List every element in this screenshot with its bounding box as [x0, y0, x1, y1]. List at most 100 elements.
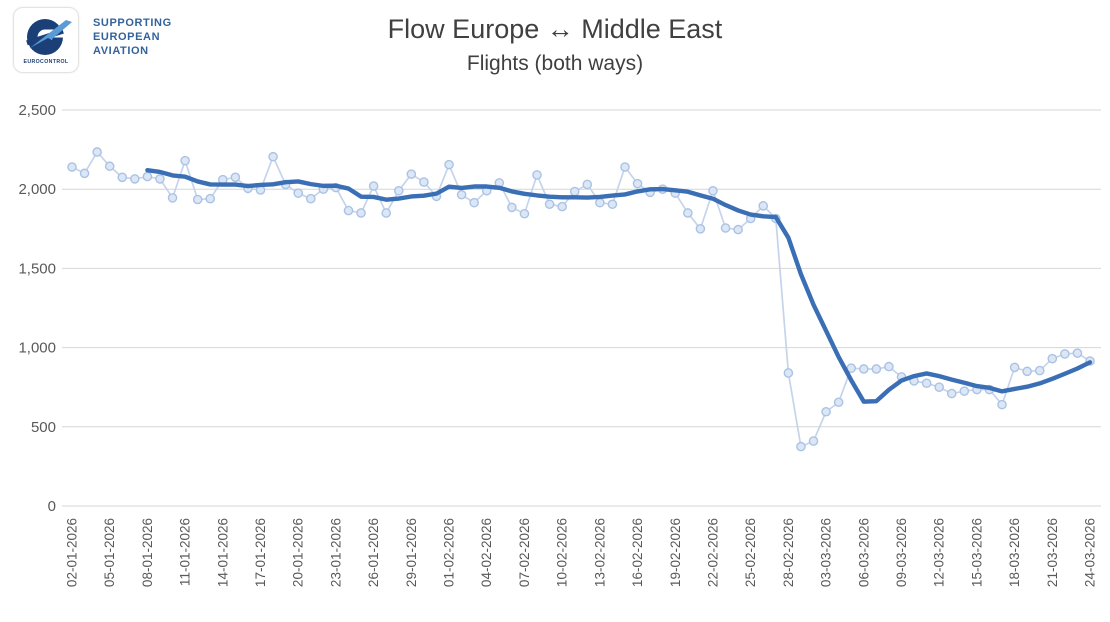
x-axis-tick-label: 23-01-2026: [328, 518, 343, 587]
data-point-marker: [620, 162, 630, 172]
data-point-marker: [858, 364, 869, 374]
x-axis-tick-label: 28-02-2026: [781, 518, 796, 587]
data-point-marker: [1022, 366, 1032, 377]
data-point-marker: [1034, 365, 1045, 376]
chart-title: Flow Europe ↔ Middle East: [387, 14, 723, 44]
x-axis-tick-label: 13-02-2026: [592, 518, 607, 587]
data-point-marker: [783, 368, 794, 378]
x-axis-tick-label: 29-01-2026: [404, 518, 419, 587]
y-axis-tick-label: 500: [31, 419, 56, 436]
y-axis-tick-label: 2,500: [18, 102, 56, 119]
data-point-marker: [130, 174, 140, 184]
x-axis-tick-label: 17-01-2026: [253, 518, 268, 587]
data-point-marker: [708, 185, 718, 196]
data-point-marker: [230, 172, 241, 183]
data-point-marker: [720, 223, 731, 233]
data-point-marker: [469, 197, 479, 208]
data-point-marker: [117, 172, 128, 183]
y-axis-tick-label: 1,500: [18, 260, 56, 277]
data-point-marker: [268, 151, 278, 162]
data-point-marker: [808, 436, 819, 446]
data-point-marker: [595, 197, 605, 208]
y-axis-tick-label: 1,000: [18, 340, 56, 357]
eurocontrol-wordmark: EUROCONTROL: [23, 59, 68, 65]
x-axis-tick-label: 18-03-2026: [1007, 518, 1022, 587]
eurocontrol-logo-icon: EUROCONTROL: [23, 19, 72, 65]
data-point-marker: [142, 171, 153, 182]
data-point-marker: [532, 170, 542, 180]
data-point-marker: [343, 205, 354, 216]
x-axis-tick-label: 04-02-2026: [479, 518, 494, 587]
x-axis-tick-label: 10-02-2026: [555, 518, 570, 587]
data-point-marker: [1009, 362, 1020, 373]
x-axis-tick-label: 07-02-2026: [517, 518, 532, 587]
data-point-marker: [796, 441, 806, 452]
x-axis-tick-label: 26-01-2026: [366, 518, 381, 587]
moving-average-line: [145, 167, 1093, 404]
data-point-marker: [456, 189, 467, 200]
data-point-marker: [959, 386, 970, 396]
x-axis-tick-label: 22-02-2026: [705, 518, 720, 587]
data-point-marker: [419, 177, 429, 187]
data-point-marker: [921, 378, 932, 389]
x-axis-tick-label: 21-03-2026: [1045, 518, 1060, 587]
y-axis-tick-label: 0: [48, 498, 56, 515]
logo-tagline: SUPPORTING EUROPEAN AVIATION: [93, 17, 172, 57]
x-axis-tick-label: 06-03-2026: [856, 518, 871, 587]
x-axis-tick-label: 11-01-2026: [178, 518, 193, 586]
x-axis-tick-label: 09-03-2026: [894, 518, 909, 587]
x-axis-tick-label: 05-01-2026: [102, 518, 117, 587]
data-point-marker: [381, 208, 391, 218]
data-point-marker: [79, 168, 90, 179]
x-axis-tick-label: 12-03-2026: [932, 518, 947, 587]
data-point-marker: [758, 201, 769, 211]
data-point-marker: [92, 147, 102, 157]
data-point-marker: [444, 159, 454, 170]
data-point-marker: [733, 224, 743, 235]
x-axis-tick-label: 24-03-2026: [1083, 518, 1098, 587]
data-point-marker: [104, 161, 115, 172]
data-point-marker: [582, 179, 593, 190]
data-point-marker: [293, 188, 304, 198]
x-axis-tick-label: 19-02-2026: [668, 518, 683, 587]
data-point-marker: [305, 193, 316, 204]
data-point-marker: [406, 169, 417, 179]
daily-flights-line: [71, 151, 1091, 448]
data-point-marker: [544, 199, 555, 210]
y-axis-tick-label: 2,000: [18, 181, 56, 198]
x-axis-tick-label: 25-02-2026: [743, 518, 758, 587]
x-axis-tick-label: 16-02-2026: [630, 518, 645, 587]
x-axis-tick-label: 14-01-2026: [215, 518, 230, 587]
data-point-marker: [884, 361, 894, 372]
data-point-marker: [946, 388, 957, 399]
data-point-marker: [167, 193, 178, 203]
data-point-marker: [871, 364, 882, 374]
data-point-marker: [833, 397, 844, 408]
data-point-marker: [1060, 349, 1070, 359]
x-axis-tick-label: 02-01-2026: [65, 518, 80, 587]
eurocontrol-logo: EUROCONTROL: [13, 7, 79, 73]
data-point-marker: [507, 202, 517, 213]
data-point-marker: [368, 181, 379, 191]
data-point-marker: [393, 185, 404, 196]
data-point-marker: [67, 162, 77, 172]
x-axis-tick-label: 01-02-2026: [442, 518, 457, 587]
x-axis-tick-label: 15-03-2026: [969, 518, 984, 587]
data-point-marker: [997, 399, 1007, 410]
x-axis-tick-label: 08-01-2026: [140, 518, 155, 587]
data-point-marker: [1047, 353, 1058, 364]
data-point-marker: [155, 174, 165, 184]
data-point-marker: [192, 194, 203, 205]
data-point-marker: [180, 155, 190, 166]
data-point-marker: [1072, 348, 1083, 358]
data-point-marker: [695, 223, 706, 234]
chart-subtitle: Flights (both ways): [466, 52, 644, 75]
data-point-marker: [934, 382, 944, 393]
data-point-marker: [607, 199, 618, 210]
x-axis-tick-label: 20-01-2026: [291, 518, 306, 587]
data-point-marker: [569, 186, 580, 197]
data-point-marker: [519, 208, 530, 219]
data-point-marker: [356, 208, 366, 218]
